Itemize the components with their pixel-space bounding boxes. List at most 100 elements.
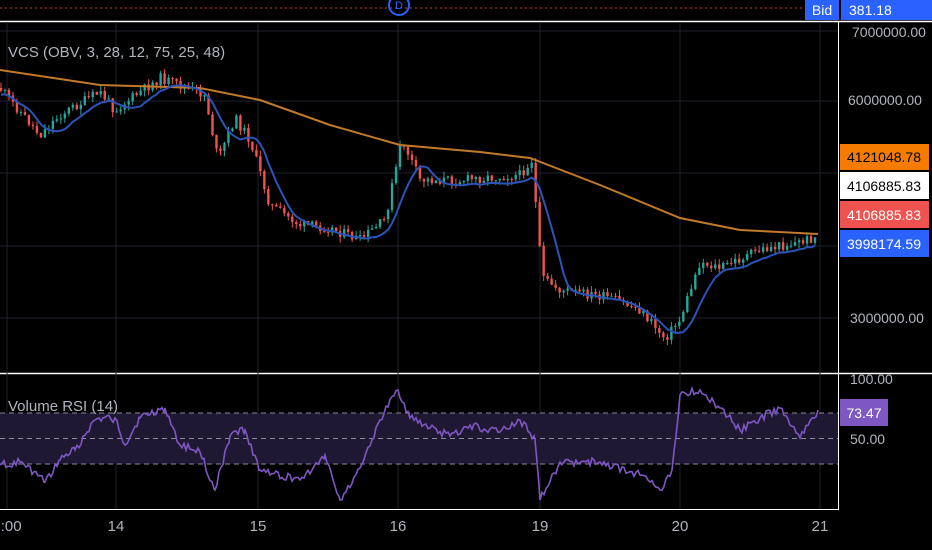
candle-body (694, 274, 697, 289)
candle-body (518, 170, 521, 175)
price-label-box (840, 172, 929, 199)
rsi-y-tick-label: 50.00 (850, 431, 885, 447)
candle-body (231, 128, 234, 131)
price-label-box (840, 144, 929, 170)
candle-body (745, 254, 749, 260)
candle-body (646, 310, 649, 322)
candle-body (115, 111, 118, 113)
x-tick-label: 14 (108, 518, 125, 535)
candle-body (626, 301, 629, 307)
candle-body (805, 236, 809, 244)
candle-body (650, 318, 653, 322)
candle-body (275, 204, 278, 207)
candle-body (710, 265, 713, 269)
candle-body (390, 183, 394, 210)
candle-body (311, 221, 314, 225)
candle-body (542, 245, 545, 276)
candle-body (299, 223, 302, 227)
candle-body (366, 229, 370, 237)
candle-body (510, 179, 513, 181)
candle-body (634, 306, 637, 308)
candle-body (538, 202, 541, 246)
candle-body (530, 162, 533, 168)
candle-body (163, 73, 166, 85)
candle-body (219, 148, 222, 151)
candle-body (243, 127, 246, 131)
candle-body (574, 289, 577, 291)
candle-body (251, 141, 254, 151)
bid-value-box (841, 0, 932, 20)
price-label: 4106885.83 (847, 178, 921, 194)
candle-body (131, 93, 134, 102)
bid-value: 381.18 (849, 2, 892, 18)
candle-body (159, 73, 162, 86)
dividend-marker-label: D (395, 0, 403, 12)
candle-body (793, 242, 797, 246)
candle-body (470, 175, 474, 180)
candle-body (63, 113, 67, 119)
candle-body (797, 240, 801, 243)
candle-body (773, 246, 777, 250)
candle-body (658, 328, 661, 333)
candle-body (586, 289, 589, 299)
candle-body (111, 98, 114, 113)
candle-body (442, 177, 446, 184)
y-tick-label: 7000000.00 (852, 24, 926, 40)
price-axis[interactable]: 7000000.00 6000000.00 3000000.00 4121048… (840, 24, 929, 447)
candle-body (171, 77, 174, 79)
dividend-marker-icon[interactable] (388, 0, 410, 16)
candle-body (686, 296, 689, 313)
candle-body (426, 178, 430, 182)
candle-body (75, 104, 79, 110)
candle-body (789, 245, 793, 247)
rsi-value-label: 73.47 (846, 405, 881, 421)
candle-body (438, 180, 442, 184)
candle-body (79, 104, 83, 110)
candle-body (255, 150, 258, 157)
x-tick-label: 20 (672, 518, 689, 535)
candle-body (594, 291, 597, 295)
candle-body (135, 93, 138, 96)
candle-body (279, 206, 282, 208)
candle-body (602, 292, 605, 300)
candle-body (678, 321, 681, 327)
rsi-pane[interactable]: Volume RSI (14) (0, 385, 838, 501)
candle-body (235, 115, 238, 129)
candle-body (418, 166, 422, 179)
candle-body (406, 146, 410, 155)
candle-body (546, 275, 549, 279)
main-pane[interactable]: VCS (OBV, 3, 28, 12, 75, 25, 48) (0, 44, 819, 345)
candle-body (31, 124, 35, 127)
candle-body (702, 262, 705, 268)
candle-body (618, 295, 621, 300)
candle-body (95, 91, 98, 95)
candle-body (690, 288, 693, 297)
candle-body (327, 231, 330, 233)
candle-body (259, 156, 262, 172)
candle-body (99, 91, 102, 95)
candle-body (127, 101, 130, 105)
candle-body (714, 264, 717, 269)
candle-body (718, 264, 721, 269)
candle-body (43, 129, 47, 138)
candle-body (610, 295, 613, 297)
x-tick-label: 1:00 (0, 518, 22, 535)
candle-body (71, 104, 75, 108)
candle-body (514, 174, 517, 180)
candle-body (382, 219, 386, 221)
candle-body (662, 332, 665, 338)
candle-body (478, 177, 482, 183)
candle-body (19, 112, 23, 114)
candle-body (374, 226, 378, 229)
candle-body (7, 89, 11, 96)
candle-body (582, 289, 585, 292)
candle-body (466, 175, 470, 181)
candle-body (27, 114, 31, 125)
candle-body (813, 237, 817, 243)
candle-body (175, 78, 178, 81)
candle-body (271, 204, 274, 206)
time-axis[interactable]: 1:00 14 15 16 19 20 21 (0, 518, 828, 535)
candle-body (155, 82, 158, 86)
candle-body (386, 209, 390, 220)
